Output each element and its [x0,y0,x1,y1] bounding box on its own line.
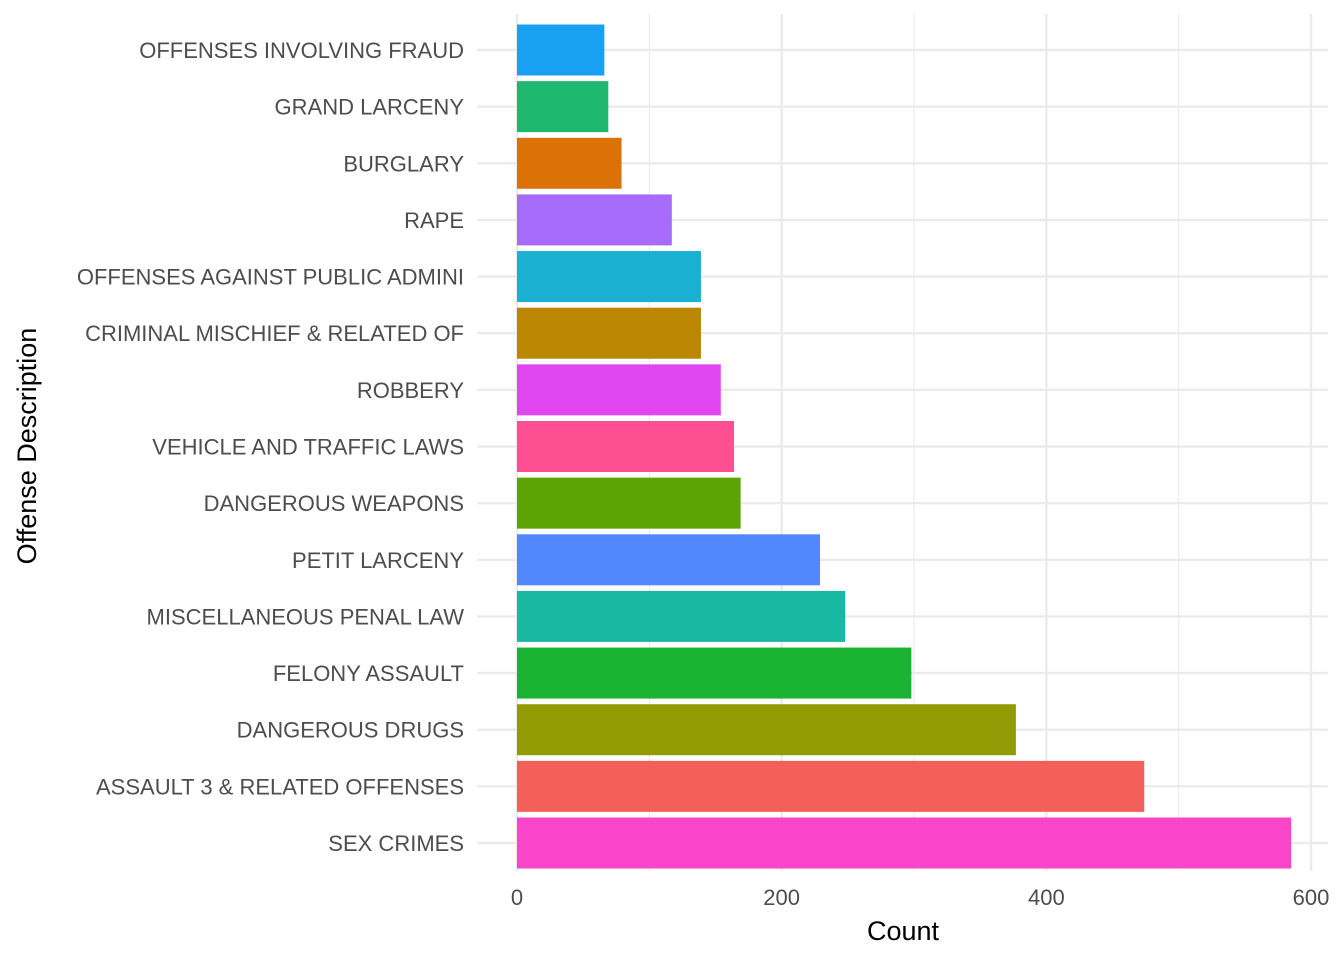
x-tick-labels: 0 200 400 600 [511,885,1329,910]
category-labels: OFFENSES INVOLVING FRAUD GRAND LARCENY BUR… [77,38,464,856]
x-axis-title: Count [867,916,940,946]
category-label: RAPE [404,208,464,233]
x-tick-label: 0 [511,885,523,910]
category-label: DANGEROUS DRUGS [237,718,464,743]
category-label: GRAND LARCENY [275,95,465,120]
bar [517,590,846,642]
category-label: VEHICLE AND TRAFFIC LAWS [152,435,464,460]
bar [517,704,1016,756]
y-axis-title: Offense Description [12,328,42,565]
bar [517,307,701,359]
category-label: PETIT LARCENY [292,548,464,573]
x-tick-label: 400 [1028,885,1065,910]
bar [517,364,721,416]
category-label: DANGEROUS WEAPONS [204,491,464,516]
category-label: SEX CRIMES [328,831,464,856]
bar [517,477,741,529]
bar [517,421,735,472]
bar [517,817,1292,869]
bar [517,24,605,76]
bar [517,81,609,133]
category-label: FELONY ASSAULT [273,661,464,686]
category-label: BURGLARY [343,151,464,176]
category-label: OFFENSES INVOLVING FRAUD [139,38,464,63]
bar [517,194,672,246]
bar [517,534,821,586]
bar [517,760,1145,812]
category-label: OFFENSES AGAINST PUBLIC ADMINI [77,265,464,290]
bar [517,647,912,699]
category-label: MISCELLANEOUS PENAL LAW [147,604,465,629]
bar [517,251,701,303]
category-label: ASSAULT 3 & RELATED OFFENSES [96,774,464,799]
x-tick-label: 600 [1293,885,1330,910]
category-label: CRIMINAL MISCHIEF & RELATED OF [85,321,464,346]
bars [517,24,1292,869]
bar [517,137,622,189]
x-tick-label: 200 [763,885,800,910]
category-label: ROBBERY [357,378,465,403]
